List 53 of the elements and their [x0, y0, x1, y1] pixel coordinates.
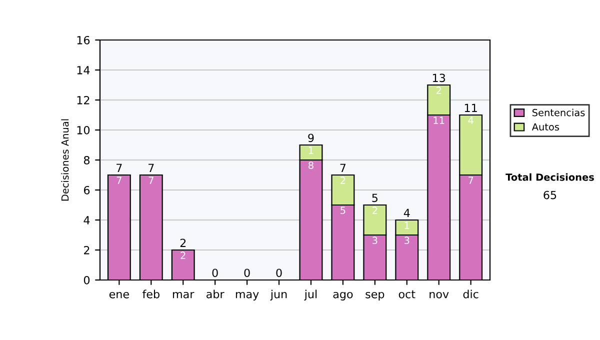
x-tick-label: mar [173, 292, 194, 298]
data-label: 7 [148, 176, 154, 184]
total-label: 0 [212, 268, 218, 278]
data-label: 3 [404, 236, 410, 244]
x-tick-label: abr [206, 290, 224, 298]
x-tick-label: jul [304, 290, 317, 300]
x-tick-label: jun [270, 290, 287, 300]
data-label: 8 [308, 162, 314, 170]
total-label: 2 [180, 238, 186, 247]
y-tick-label: 10 [77, 126, 90, 134]
data-label: 11 [434, 116, 444, 124]
data-label: 2 [372, 206, 378, 214]
data-label: 1 [404, 222, 410, 229]
total-label: 7 [340, 164, 346, 172]
y-tick-label: 4 [84, 216, 90, 224]
y-tick-label: 14 [77, 66, 90, 74]
total-label: 7 [148, 164, 154, 172]
data-label: 7 [468, 176, 474, 184]
total-label: 0 [276, 268, 282, 278]
data-label: 7 [116, 176, 122, 184]
total-label: 5 [372, 194, 378, 202]
total-label: 7 [116, 164, 122, 172]
x-tick-label: oct [398, 290, 416, 298]
text: 65 [544, 190, 556, 200]
data-label: 2 [180, 252, 186, 259]
x-tick-label: feb [142, 290, 160, 298]
total-label: 4 [404, 208, 410, 217]
text: Total Decisiones [506, 173, 594, 181]
x-tick-label: ago [333, 292, 353, 300]
data-label: 2 [340, 176, 346, 184]
x-tick-label: sep [366, 292, 384, 300]
data-label: 3 [372, 236, 378, 244]
total-label: 11 [464, 104, 477, 112]
total-label: 13 [433, 74, 446, 82]
legend-label: Autos [532, 123, 560, 131]
data-label: 1 [308, 146, 314, 154]
legend-label: Sentencias [532, 108, 585, 116]
y-tick-label: 16 [77, 36, 90, 44]
y-tick-label: 2 [84, 246, 90, 254]
y-tick-label: 0 [84, 276, 90, 284]
data-label: 4 [468, 116, 474, 124]
x-tick-label: nov [430, 292, 449, 298]
total-label: 0 [244, 268, 250, 278]
total-label: 9 [308, 134, 314, 142]
x-tick-label: dic [463, 290, 478, 298]
data-label: 5 [340, 206, 346, 214]
y-axis-title: Decisiones Anual [61, 119, 69, 201]
x-tick-label: ene [109, 292, 129, 298]
y-tick-label: 12 [77, 96, 90, 104]
y-tick-label: 6 [84, 186, 90, 194]
data-label: 2 [436, 86, 441, 94]
x-tick-label: may [236, 292, 259, 300]
y-tick-label: 8 [84, 156, 90, 164]
